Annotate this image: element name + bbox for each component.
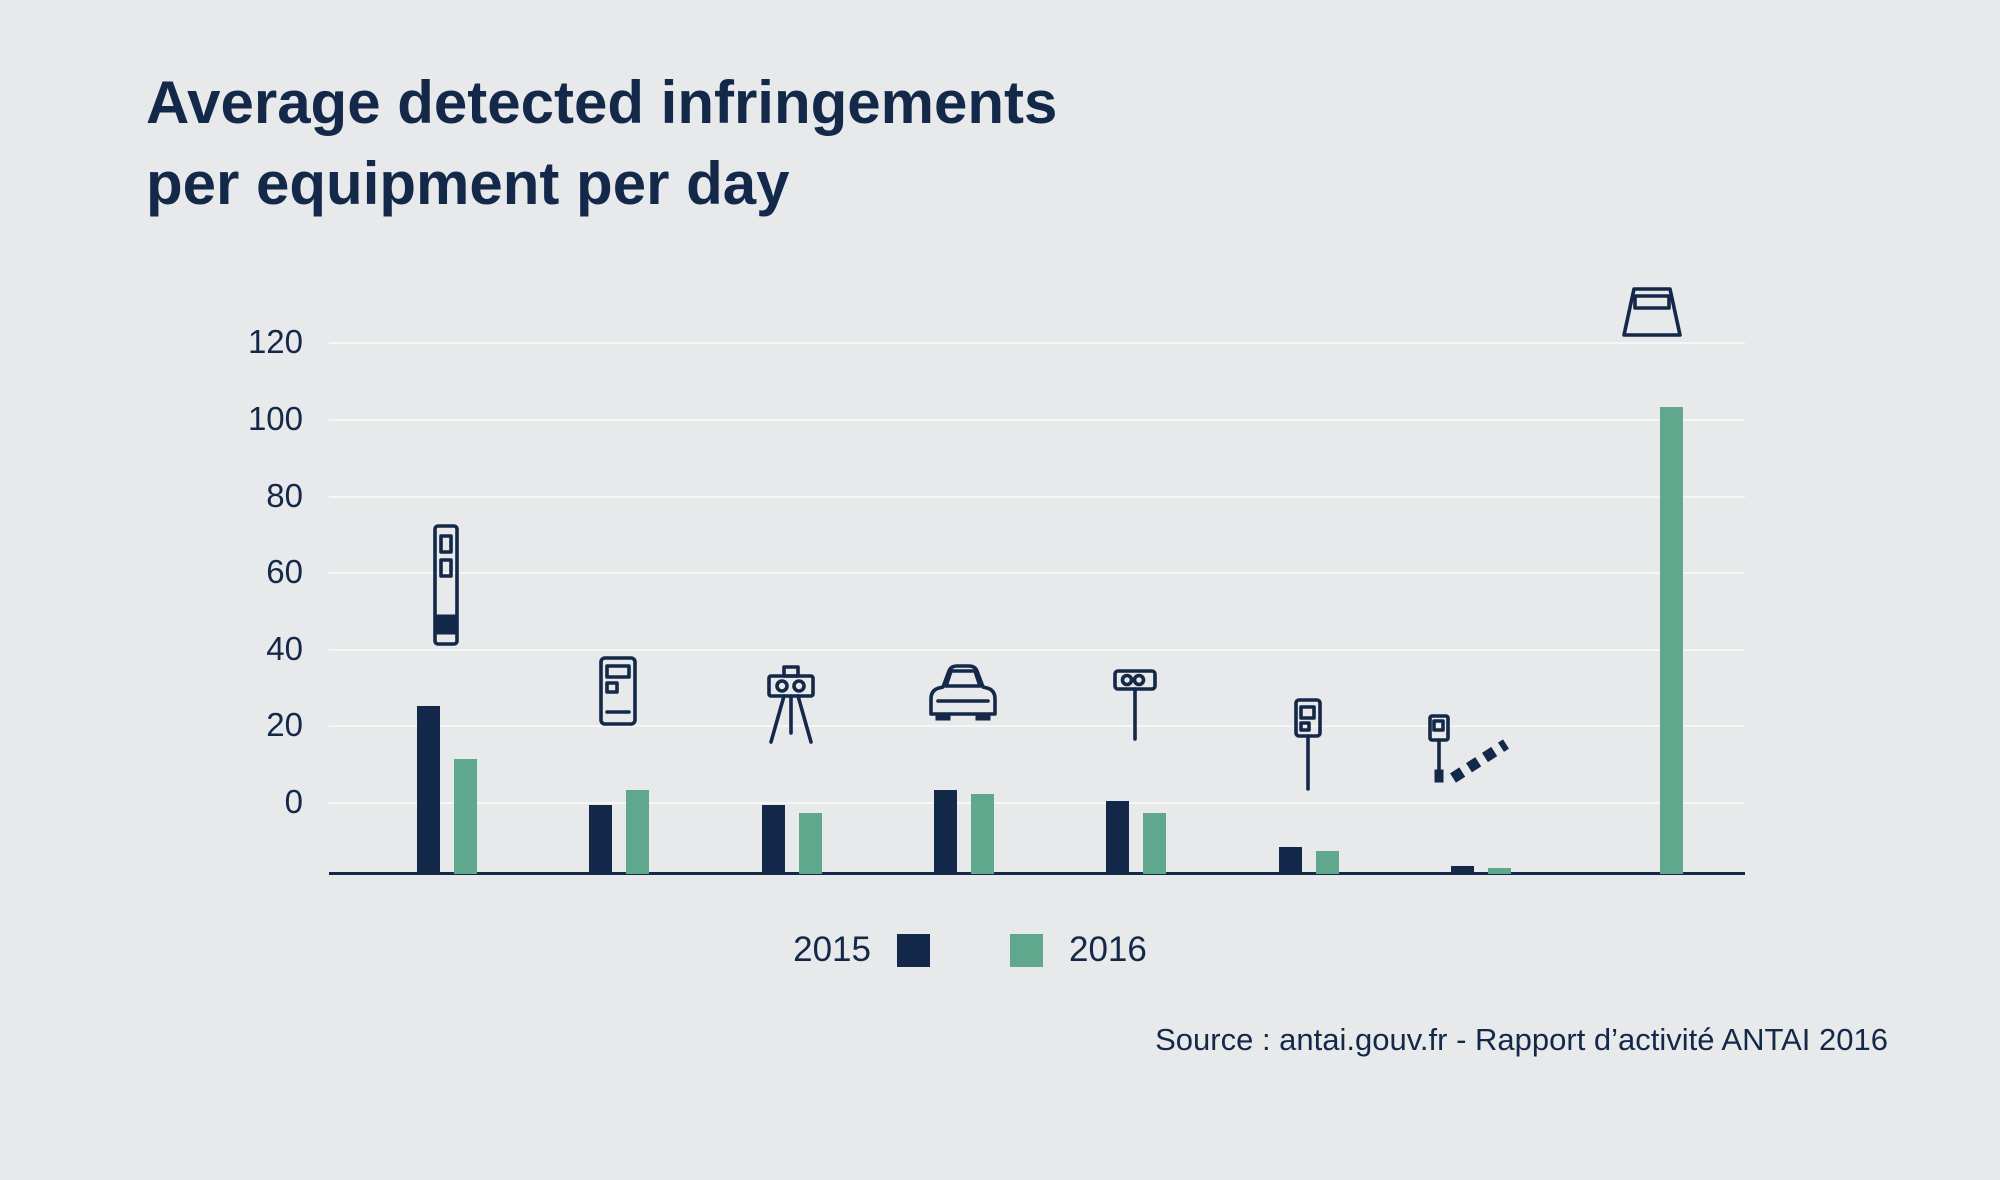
legend: 2015 2016: [300, 926, 1640, 974]
y-tick-label-60: 60: [266, 553, 303, 591]
gridline-20: [329, 725, 1745, 728]
tripod-mobile-radar-icon: [762, 665, 820, 745]
car-mounted-radar-icon: [924, 659, 1002, 721]
red-light-radar-icon: [1293, 697, 1323, 791]
bar-2015-red-light-radar: [1278, 847, 1302, 874]
y-tick-label-80: 80: [266, 476, 303, 514]
bar-2015-turret-pedestal-radar: [417, 705, 440, 874]
chart-title: Average detected infringements per equip…: [146, 62, 1057, 224]
gridline-100: [329, 419, 1745, 421]
legend-label-2016: 2016: [1069, 930, 1147, 969]
y-tick-label-100: 100: [247, 400, 303, 438]
bar-2016-red-light-radar: [1315, 851, 1339, 874]
gridline-120: [329, 342, 1745, 345]
legend-label-2015: 2015: [793, 930, 871, 969]
bar-2015-car-mounted-radar: [933, 789, 957, 874]
y-tick-label-40: 40: [266, 630, 303, 668]
title-line-1: Average detected infringements: [146, 69, 1058, 136]
x-axis-line: [329, 872, 1745, 875]
title-line-2: per equipment per day: [146, 150, 790, 217]
bar-2016-turret-pedestal-radar: [454, 759, 477, 874]
y-tick-label-120: 120: [247, 323, 303, 361]
bar-2015-cabinet-fixed-radar: [589, 805, 613, 874]
bar-2016-level-crossing-radar: [1487, 868, 1511, 874]
gridline-80: [329, 495, 1745, 498]
bar-2016-dual-lens-pole-radar: [1143, 812, 1167, 874]
worksite-autonomous-radar-icon: [1619, 285, 1685, 339]
bar-2015-tripod-mobile-radar: [761, 805, 785, 874]
gridline-40: [329, 648, 1745, 651]
bar-2016-car-mounted-radar: [970, 793, 994, 874]
bar-2016-tripod-mobile-radar: [798, 812, 822, 874]
legend-item-2016: 2016: [1010, 930, 1147, 970]
legend-swatch-2015: [897, 933, 930, 967]
gridline-60: [329, 572, 1745, 575]
bar-2016-worksite-autonomous-radar: [1660, 406, 1684, 874]
level-crossing-radar-icon: [1426, 712, 1510, 804]
source-text: Source : antai.gouv.fr - Rapport d’activ…: [1155, 1022, 1888, 1057]
gridline-0: [329, 802, 1745, 804]
dual-lens-pole-radar-icon: [1112, 666, 1158, 742]
bar-2015-level-crossing-radar: [1450, 866, 1474, 874]
legend-item-2015: 2015: [793, 930, 930, 970]
legend-swatch-2016: [1010, 933, 1043, 967]
turret-pedestal-radar-icon: [428, 523, 464, 647]
y-tick-label-20: 20: [266, 706, 303, 744]
bar-2016-cabinet-fixed-radar: [626, 789, 650, 874]
bar-2015-dual-lens-pole-radar: [1106, 801, 1130, 874]
cabinet-fixed-radar-icon: [598, 655, 638, 727]
y-tick-label-0: 0: [284, 783, 303, 821]
